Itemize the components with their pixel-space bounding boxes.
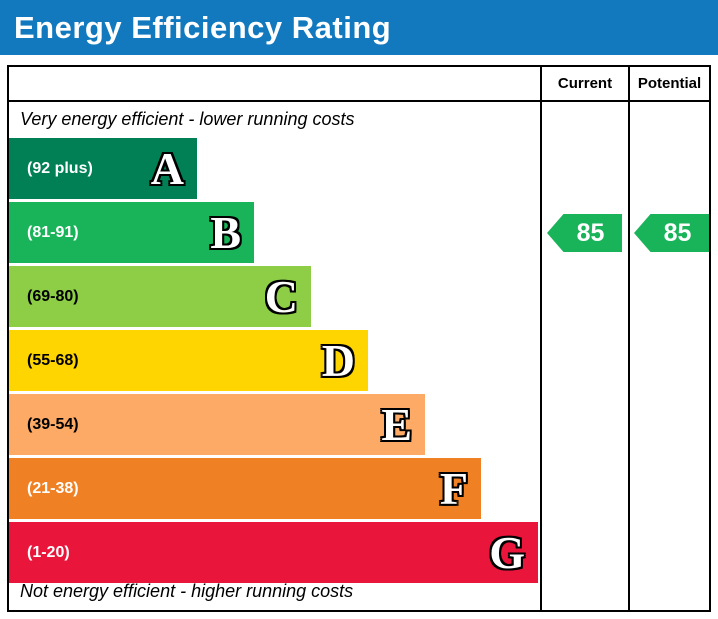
band-g-bar: (1-20) G: [9, 522, 538, 583]
band-f: (21-38) F: [9, 458, 538, 519]
band-e-letter: E: [381, 398, 412, 450]
potential-rating-value: 85: [663, 218, 692, 247]
band-a-letter: A: [150, 142, 184, 194]
band-c: (69-80) C: [9, 266, 538, 327]
current-column-header: Current: [557, 75, 613, 92]
band-d-bar: (55-68) D: [9, 330, 368, 391]
band-g-range: (1-20): [27, 543, 70, 561]
band-c-range: (69-80): [27, 287, 79, 305]
band-d-letter: D: [321, 334, 355, 386]
current-column-divider: [540, 67, 542, 610]
title-bar: Energy Efficiency Rating: [0, 0, 718, 55]
band-b-bar: (81-91) B: [9, 202, 254, 263]
band-f-letter: F: [439, 462, 468, 514]
band-b: (81-91) B: [9, 202, 538, 263]
band-b-range: (81-91): [27, 223, 79, 241]
caption-very-efficient: Very energy efficient - lower running co…: [20, 109, 355, 129]
band-f-bar: (21-38) F: [9, 458, 481, 519]
band-e-bar: (39-54) E: [9, 394, 425, 455]
caption-not-efficient: Not energy efficient - higher running co…: [20, 581, 354, 601]
band-f-range: (21-38): [27, 479, 79, 497]
band-a-bar: (92 plus) A: [9, 138, 197, 199]
epc-chart: Current Potential Very energy efficient …: [7, 65, 711, 612]
chart-header-row: [9, 67, 709, 102]
potential-column-header: Potential: [637, 75, 702, 92]
potential-column-divider: [628, 67, 630, 610]
page-title: Energy Efficiency Rating: [14, 9, 392, 45]
band-g-letter: G: [489, 526, 525, 578]
band-g: (1-20) G: [9, 522, 538, 583]
potential-rating-arrow: 85: [634, 214, 709, 252]
band-a: (92 plus) A: [9, 138, 538, 199]
band-d-range: (55-68): [27, 351, 79, 369]
rating-bands: (92 plus) A (81-91) B (69-80) C (55-68): [9, 138, 538, 586]
current-rating-arrow: 85: [547, 214, 622, 252]
band-d: (55-68) D: [9, 330, 538, 391]
band-c-bar: (69-80) C: [9, 266, 311, 327]
band-e: (39-54) E: [9, 394, 538, 455]
band-c-letter: C: [264, 270, 298, 322]
band-e-range: (39-54): [27, 415, 79, 433]
current-rating-value: 85: [576, 218, 605, 247]
band-a-range: (92 plus): [27, 159, 93, 177]
band-b-letter: B: [210, 206, 241, 258]
